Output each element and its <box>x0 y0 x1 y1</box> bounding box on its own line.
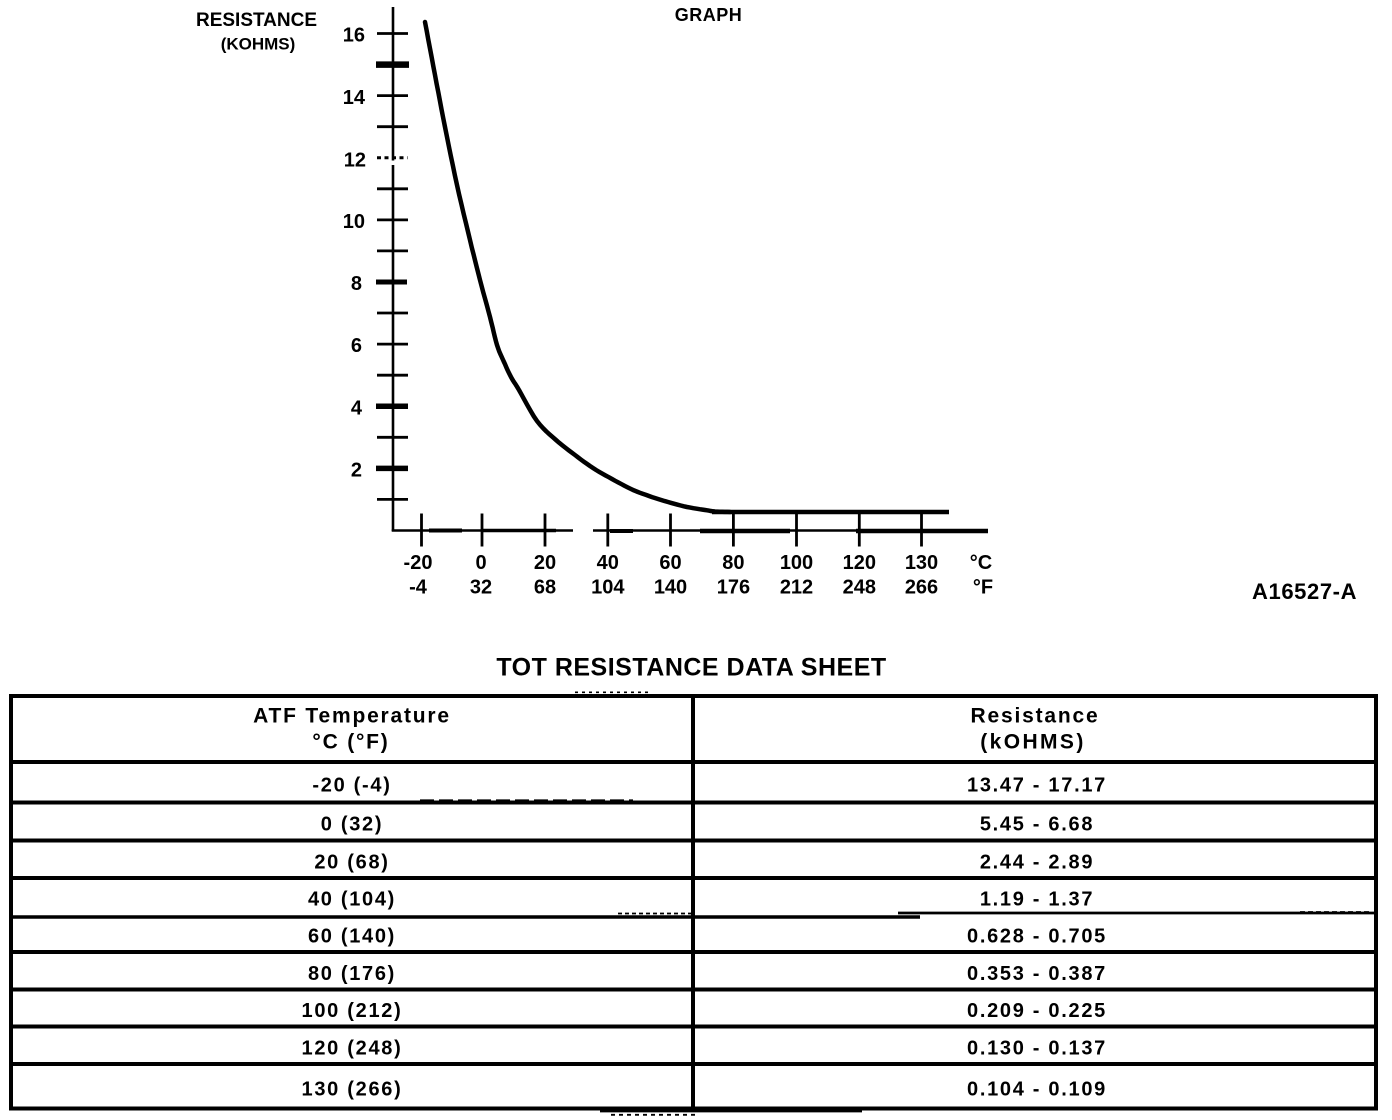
svg-text:ATF Temperature: ATF Temperature <box>253 705 451 728</box>
svg-text:0: 0 <box>475 552 486 574</box>
svg-text:248: 248 <box>843 577 876 599</box>
svg-text:0.353 - 0.387: 0.353 - 0.387 <box>967 963 1107 985</box>
svg-text:-20 (-4): -20 (-4) <box>312 774 391 796</box>
svg-text:RESISTANCE: RESISTANCE <box>196 10 317 31</box>
svg-text:0.130 - 0.137: 0.130 - 0.137 <box>967 1037 1107 1059</box>
svg-text:32: 32 <box>470 577 492 599</box>
svg-text:12: 12 <box>344 149 366 171</box>
svg-text:80: 80 <box>722 552 744 574</box>
svg-text:100 (212): 100 (212) <box>302 1000 403 1022</box>
svg-text:16: 16 <box>343 25 365 47</box>
svg-text:68: 68 <box>534 577 556 599</box>
svg-text:60: 60 <box>659 552 681 574</box>
svg-text:°F: °F <box>973 577 993 599</box>
svg-text:6: 6 <box>351 335 362 357</box>
svg-text:212: 212 <box>780 577 813 599</box>
svg-text:0 (32): 0 (32) <box>321 814 383 836</box>
svg-text:40: 40 <box>597 552 619 574</box>
svg-text:GRAPH: GRAPH <box>675 5 743 25</box>
svg-text:0.104 - 0.109: 0.104 - 0.109 <box>967 1078 1107 1100</box>
svg-text:130: 130 <box>905 552 938 574</box>
svg-text:10: 10 <box>343 211 365 233</box>
svg-text:266: 266 <box>905 577 938 599</box>
svg-text:60 (140): 60 (140) <box>308 925 396 947</box>
svg-text:Resistance: Resistance <box>971 705 1100 728</box>
svg-text:100: 100 <box>780 552 813 574</box>
svg-text:0.209 - 0.225: 0.209 - 0.225 <box>967 1000 1107 1022</box>
svg-text:°C: °C <box>970 552 992 574</box>
svg-text:-4: -4 <box>409 577 428 599</box>
svg-text:176: 176 <box>717 577 750 599</box>
svg-text:20: 20 <box>534 552 556 574</box>
svg-text:120: 120 <box>843 552 876 574</box>
svg-text:8: 8 <box>351 273 362 295</box>
svg-text:13.47 - 17.17: 13.47 - 17.17 <box>967 774 1107 796</box>
svg-text:0.628 - 0.705: 0.628 - 0.705 <box>967 925 1107 947</box>
svg-text:5.45 - 6.68: 5.45 - 6.68 <box>980 814 1094 836</box>
svg-text:140: 140 <box>654 577 687 599</box>
svg-text:120 (248): 120 (248) <box>302 1037 403 1059</box>
svg-text:80 (176): 80 (176) <box>308 963 396 985</box>
svg-text:TOT RESISTANCE DATA SHEET: TOT RESISTANCE DATA SHEET <box>496 654 886 682</box>
svg-text:°C (°F): °C (°F) <box>312 731 389 754</box>
svg-text:20 (68): 20 (68) <box>314 851 389 873</box>
svg-text:(KOHMS): (KOHMS) <box>221 35 296 54</box>
svg-text:40 (104): 40 (104) <box>308 888 396 910</box>
svg-text:-20: -20 <box>404 552 433 574</box>
svg-text:2: 2 <box>351 459 362 481</box>
svg-text:A16527-A: A16527-A <box>1252 579 1357 604</box>
svg-text:104: 104 <box>591 577 625 599</box>
svg-text:2.44 - 2.89: 2.44 - 2.89 <box>980 851 1094 873</box>
svg-text:130 (266): 130 (266) <box>302 1078 403 1100</box>
svg-text:(kOHMS): (kOHMS) <box>980 731 1085 754</box>
svg-text:14: 14 <box>343 87 366 109</box>
svg-text:1.19 - 1.37: 1.19 - 1.37 <box>980 888 1094 910</box>
svg-text:4: 4 <box>351 397 363 419</box>
